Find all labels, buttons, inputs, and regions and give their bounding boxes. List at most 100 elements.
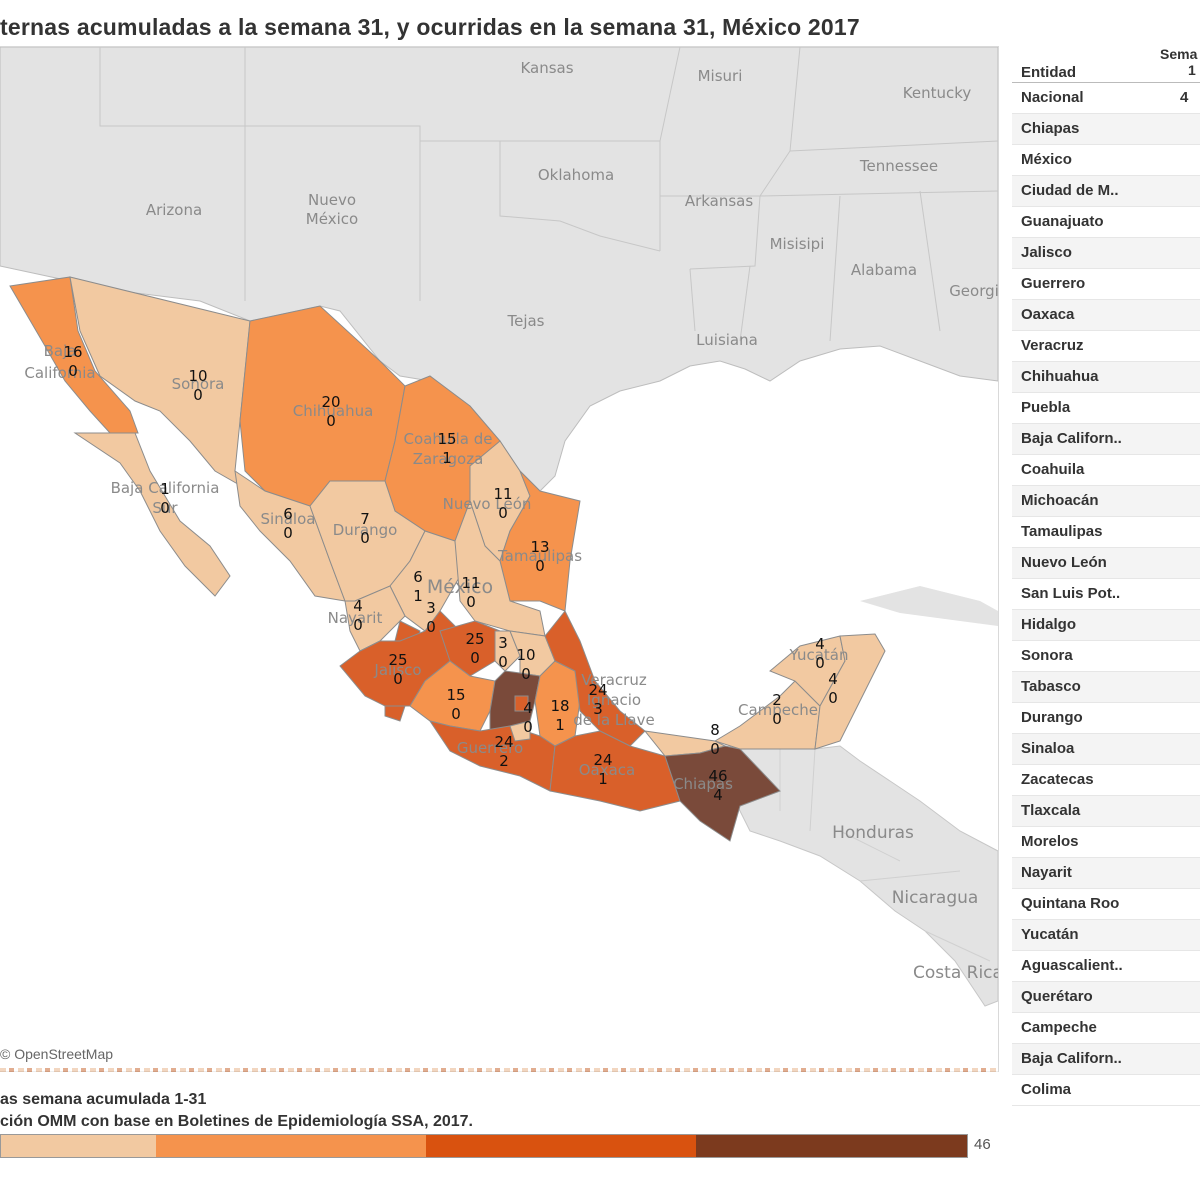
row-entity-name: Oaxaca <box>1021 306 1075 323</box>
mexico-state-name-labels: Baja California Sonora Chihuahua Coahuil… <box>24 342 848 793</box>
table-row[interactable]: Michoacán <box>1012 486 1200 517</box>
table-row[interactable]: Veracruz <box>1012 331 1200 362</box>
table-row[interactable]: Nuevo León <box>1012 548 1200 579</box>
row-entity-name: Ciudad de M.. <box>1021 182 1119 199</box>
table-row[interactable]: Zacatecas <box>1012 765 1200 796</box>
state-veracruz <box>544 610 646 747</box>
state-acum-value: 1 <box>160 480 170 498</box>
row-entity-name: Chiapas <box>1021 120 1080 137</box>
table-row[interactable]: Guerrero <box>1012 269 1200 300</box>
row-entity-name: Michoacán <box>1021 492 1099 509</box>
svg-text:Nuevo León: Nuevo León <box>443 495 532 513</box>
table-row[interactable]: Puebla <box>1012 393 1200 424</box>
label-misisipi: Misisipi <box>770 235 825 253</box>
state-sinaloa <box>234 469 346 602</box>
label-misuri: Misuri <box>698 67 743 85</box>
map-attribution[interactable]: © OpenStreetMap <box>0 1046 114 1062</box>
svg-text:Chiapas: Chiapas <box>673 775 733 793</box>
table-row[interactable]: Tabasco <box>1012 672 1200 703</box>
state-week-value: 0 <box>283 524 293 542</box>
table-row[interactable]: Chiapas <box>1012 114 1200 145</box>
cuba <box>860 586 998 626</box>
table-row[interactable]: Coahuila <box>1012 455 1200 486</box>
state-acum-value: 20 <box>321 393 340 411</box>
state-week-value: 0 <box>193 386 203 404</box>
table-row[interactable]: México <box>1012 145 1200 176</box>
state-week-value: 0 <box>426 618 436 636</box>
row-entity-name: Quintana Roo <box>1021 895 1120 912</box>
state-week-value: 1 <box>413 587 423 605</box>
table-row[interactable]: Guanajuato <box>1012 207 1200 238</box>
state-week-value: 0 <box>710 740 720 758</box>
table-row[interactable]: Tlaxcala <box>1012 796 1200 827</box>
row-entity-name: Morelos <box>1021 833 1079 850</box>
table-row[interactable]: Sinaloa <box>1012 734 1200 765</box>
table-row[interactable]: Querétaro <box>1012 982 1200 1013</box>
svg-text:Nayarit: Nayarit <box>328 609 383 627</box>
table-row[interactable]: Yucatán <box>1012 920 1200 951</box>
state-acum-value: 8 <box>710 721 720 739</box>
legend-source: ción OMM con base en Boletines de Epidem… <box>0 1113 473 1130</box>
us-landmass <box>0 47 998 492</box>
svg-text:Sinaloa: Sinaloa <box>261 510 316 528</box>
state-acum-value: 16 <box>63 343 82 361</box>
table-row[interactable]: Sonora <box>1012 641 1200 672</box>
label-nicaragua: Nicaragua <box>892 888 979 908</box>
svg-text:Zaragoza: Zaragoza <box>413 450 484 468</box>
row-entity-name: Baja Californ.. <box>1021 1050 1122 1067</box>
svg-text:Baja California: Baja California <box>111 479 220 497</box>
table-row[interactable]: Nayarit <box>1012 858 1200 889</box>
svg-text:Baja: Baja <box>44 342 77 360</box>
table-row[interactable]: Chihuahua <box>1012 362 1200 393</box>
table-row[interactable]: Oaxaca <box>1012 300 1200 331</box>
table-row[interactable]: San Luis Pot.. <box>1012 579 1200 610</box>
label-tejas: Tejas <box>506 312 544 330</box>
state-week-value: 1 <box>598 770 608 788</box>
table-row[interactable]: Nacional 4 <box>1012 83 1200 114</box>
state-acum-value: 3 <box>426 599 436 617</box>
state-baja-california <box>9 276 139 434</box>
table-row[interactable]: Morelos <box>1012 827 1200 858</box>
label-kansas: Kansas <box>520 59 573 77</box>
svg-text:Sur: Sur <box>152 499 178 517</box>
row-entity-name: Sonora <box>1021 647 1073 664</box>
label-alabama: Alabama <box>851 261 917 279</box>
table-row[interactable]: Ciudad de M.. <box>1012 176 1200 207</box>
state-week-value: 1 <box>442 449 452 467</box>
table-row[interactable]: Hidalgo <box>1012 610 1200 641</box>
label-oklahoma: Oklahoma <box>538 166 614 184</box>
table-row[interactable]: Campeche <box>1012 1013 1200 1044</box>
table-row[interactable]: Colima <box>1012 1075 1200 1106</box>
row-entity-name: Aguascalient.. <box>1021 957 1123 974</box>
state-san-luis-potosi <box>454 499 546 637</box>
state-quintana-roo <box>814 633 886 750</box>
state-week-value: 3 <box>593 700 603 718</box>
label-nuevo-mexico-2: México <box>306 210 358 228</box>
row-value: 4 <box>1180 89 1189 106</box>
row-entity-name: Campeche <box>1021 1019 1097 1036</box>
table-row[interactable]: Durango <box>1012 703 1200 734</box>
state-acum-value: 11 <box>493 485 512 503</box>
label-honduras: Honduras <box>832 823 914 843</box>
state-oaxaca <box>549 730 681 812</box>
state-acum-value: 4 <box>815 635 825 653</box>
state-morelos <box>509 720 531 742</box>
table-row[interactable]: Baja Californ.. <box>1012 424 1200 455</box>
table-row[interactable]: Tamaulipas <box>1012 517 1200 548</box>
row-entity-name: Durango <box>1021 709 1083 726</box>
table-row[interactable]: Quintana Roo <box>1012 889 1200 920</box>
row-entity-name: Tamaulipas <box>1021 523 1103 540</box>
row-entity-name: Baja Californ.. <box>1021 430 1122 447</box>
table-row[interactable]: Jalisco <box>1012 238 1200 269</box>
state-colima <box>384 705 406 722</box>
state-week-value: 2 <box>499 752 509 770</box>
state-week-value: 0 <box>815 654 825 672</box>
state-acum-value: 6 <box>413 568 423 586</box>
svg-text:Yucatán: Yucatán <box>789 646 849 664</box>
map-view[interactable]: Kansas Misuri Kentucky Oklahoma Tennesse… <box>0 46 999 1072</box>
table-row[interactable]: Baja Californ.. <box>1012 1044 1200 1075</box>
label-nuevo-mexico-1: Nuevo <box>308 191 356 209</box>
table-row[interactable]: Aguascalient.. <box>1012 951 1200 982</box>
state-acum-value: 4 <box>523 699 533 717</box>
